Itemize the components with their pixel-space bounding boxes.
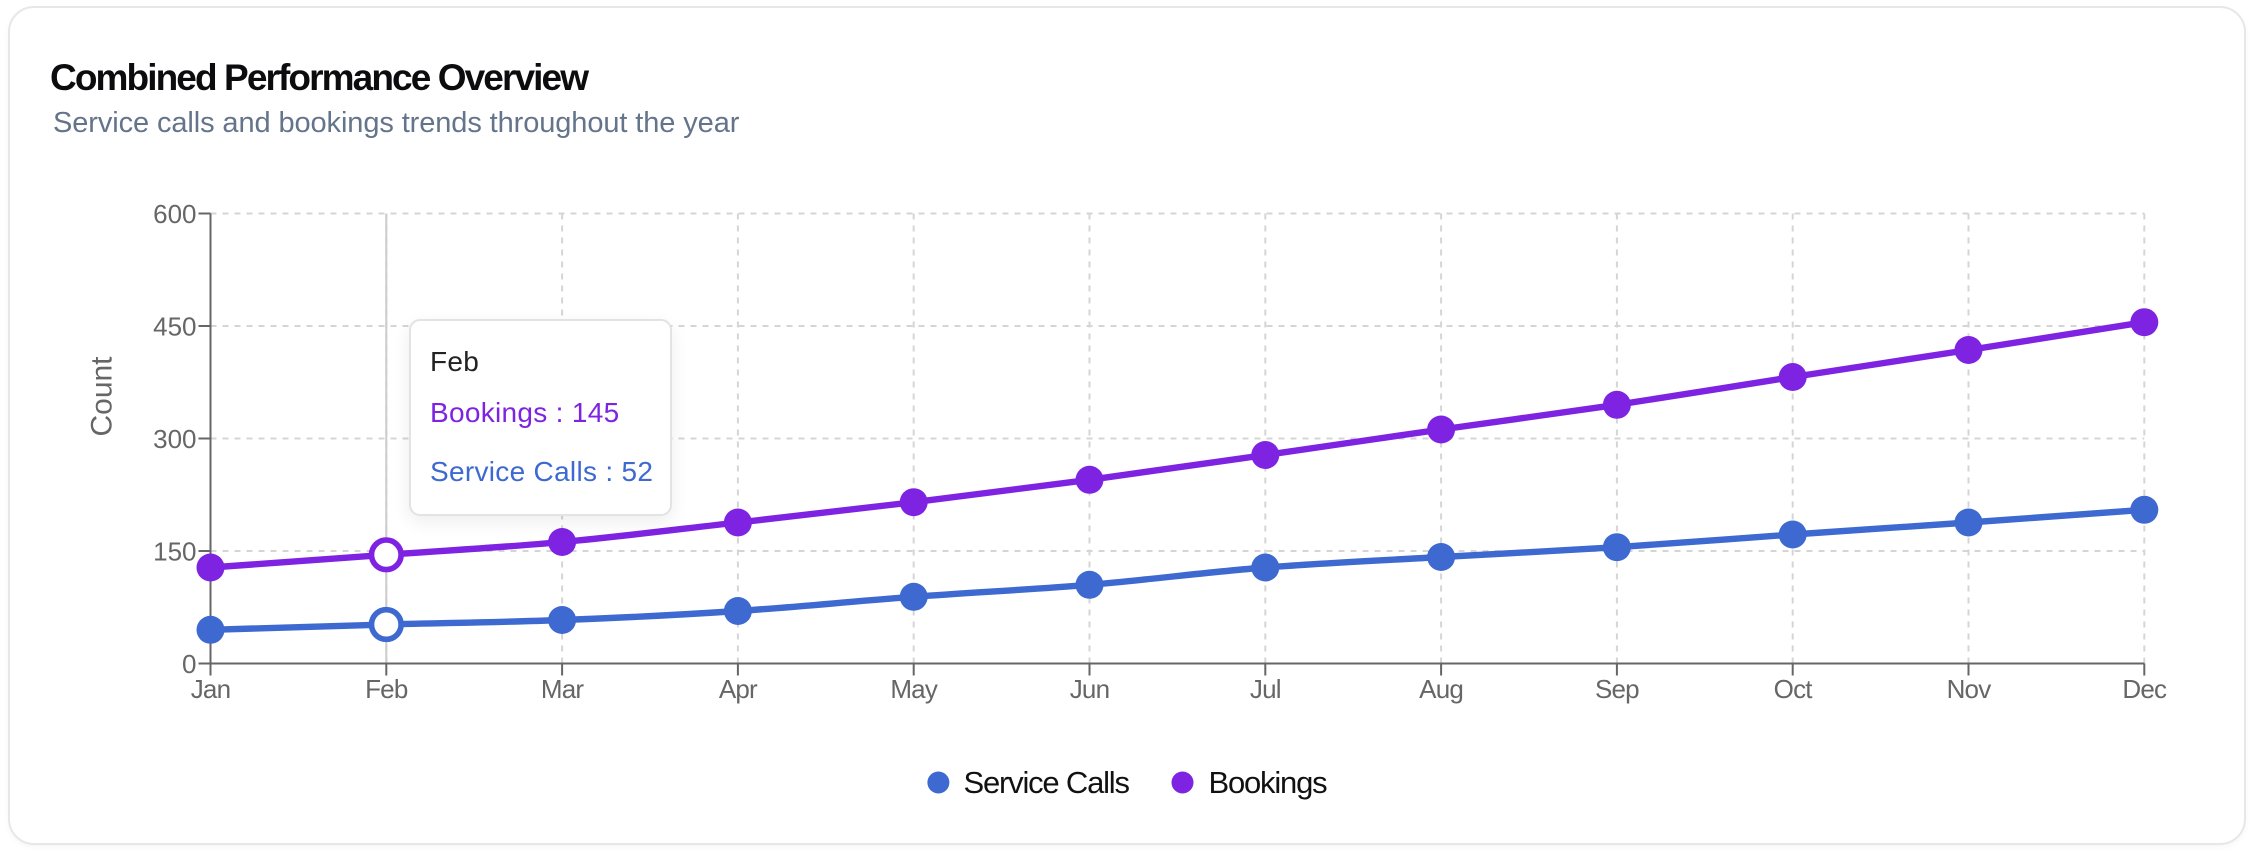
- svg-text:Jan: Jan: [191, 674, 231, 704]
- svg-text:300: 300: [153, 424, 196, 454]
- svg-text:Jun: Jun: [1070, 674, 1110, 704]
- svg-text:Dec: Dec: [2122, 674, 2167, 704]
- svg-text:0: 0: [182, 649, 196, 679]
- svg-text:Count: Count: [86, 356, 119, 437]
- svg-text:Feb: Feb: [365, 674, 408, 704]
- svg-text:Jul: Jul: [1250, 674, 1281, 704]
- svg-text:Mar: Mar: [541, 674, 585, 704]
- svg-text:150: 150: [153, 537, 196, 567]
- svg-text:Sep: Sep: [1595, 674, 1639, 704]
- svg-text:Service Calls: Service Calls: [964, 765, 1130, 800]
- svg-text:Bookings: Bookings: [1209, 765, 1328, 800]
- svg-text:Aug: Aug: [1419, 674, 1463, 704]
- svg-text:Oct: Oct: [1774, 674, 1814, 704]
- svg-text:Apr: Apr: [719, 674, 758, 704]
- svg-text:May: May: [890, 674, 938, 704]
- svg-text:Nov: Nov: [1947, 674, 1992, 704]
- svg-text:450: 450: [153, 312, 196, 342]
- svg-text:600: 600: [153, 199, 196, 229]
